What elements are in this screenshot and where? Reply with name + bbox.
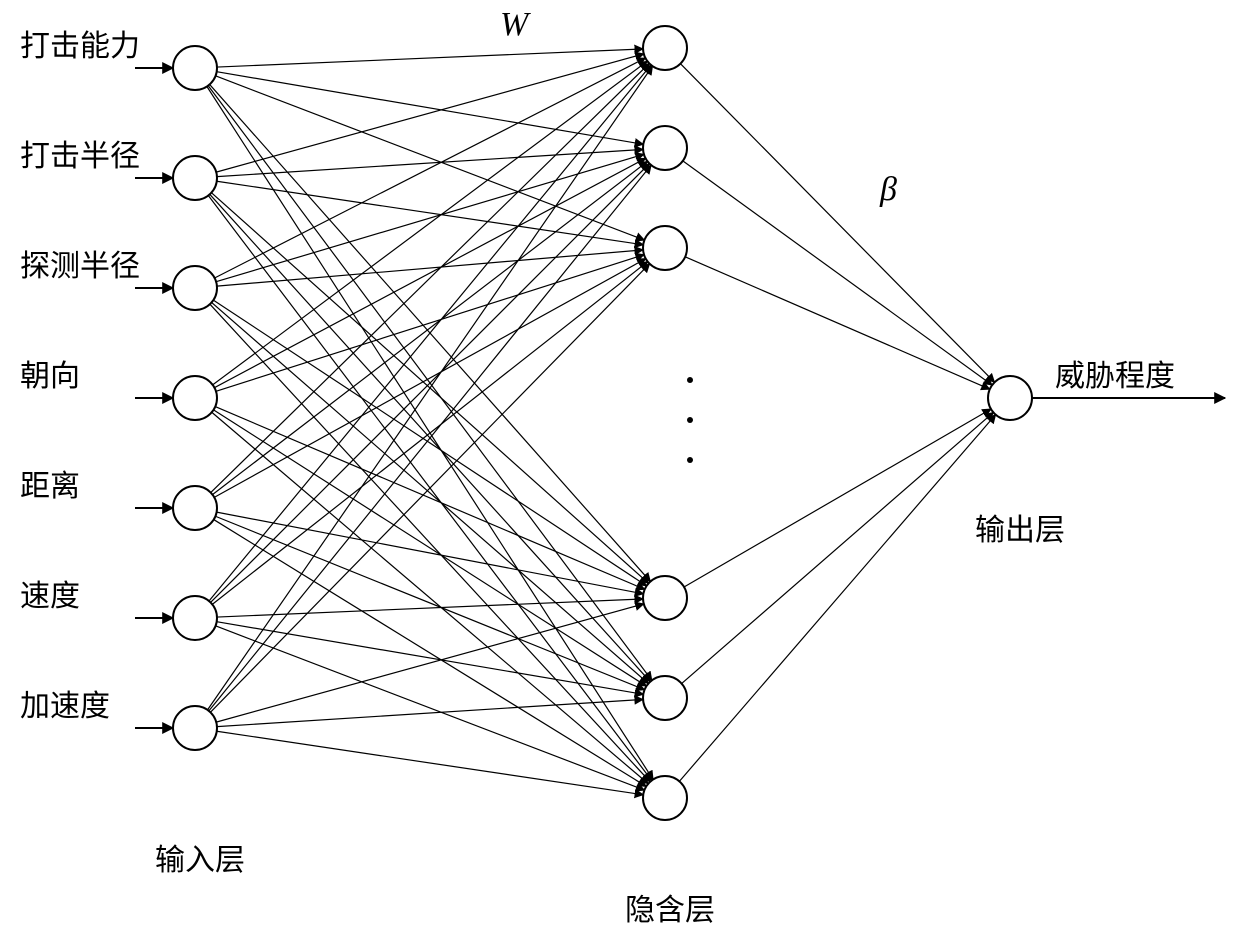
input-arrows: 打击能力打击半径探测半径朝向距离速度加速度 (20, 30, 173, 728)
output-node-0 (988, 376, 1032, 420)
input-layer-label: 输入层 (155, 844, 245, 877)
edges-hidden-output (679, 64, 995, 782)
hidden-node-top-0 (643, 26, 687, 70)
input-node-3 (173, 376, 217, 420)
input-node-5 (173, 596, 217, 640)
hidden-node-bottom-0 (643, 576, 687, 620)
hidden-node-top-2 (643, 226, 687, 270)
hidden-node-bottom-2 (643, 776, 687, 820)
input-node-1 (173, 156, 217, 200)
output-arrow: 威胁程度 (1032, 360, 1225, 398)
weight-label-W: W (500, 6, 531, 43)
hidden-node-top-1 (643, 126, 687, 170)
weight-labels: Wβ (500, 6, 897, 208)
input-label-0: 打击能力 (20, 30, 140, 63)
weight-label-beta: β (879, 171, 897, 208)
input-node-6 (173, 706, 217, 750)
input-label-6: 加速度 (20, 690, 110, 723)
edges-input-hidden (207, 49, 653, 795)
input-label-2: 探测半径 (20, 250, 140, 283)
input-node-4 (173, 486, 217, 530)
input-label-5: 速度 (20, 580, 80, 613)
input-label-1: 打击半径 (20, 140, 140, 173)
hidden-node-bottom-1 (643, 676, 687, 720)
neural-network-diagram: 打击能力打击半径探测半径朝向距离速度加速度 威胁程度输入层隐含层 输出层 Wβ (0, 0, 1240, 939)
hidden-ellipsis (687, 377, 693, 463)
layer-labels: 输入层隐含层 输出层 (155, 514, 1065, 927)
output-layer-label: 输出层 (975, 514, 1065, 547)
input-label-3: 朝向 (20, 360, 80, 393)
input-node-2 (173, 266, 217, 310)
hidden-layer-label: 隐含层 (625, 894, 715, 927)
input-label-4: 距离 (20, 470, 80, 503)
input-node-0 (173, 46, 217, 90)
output-label-0: 威胁程度 (1055, 360, 1175, 393)
